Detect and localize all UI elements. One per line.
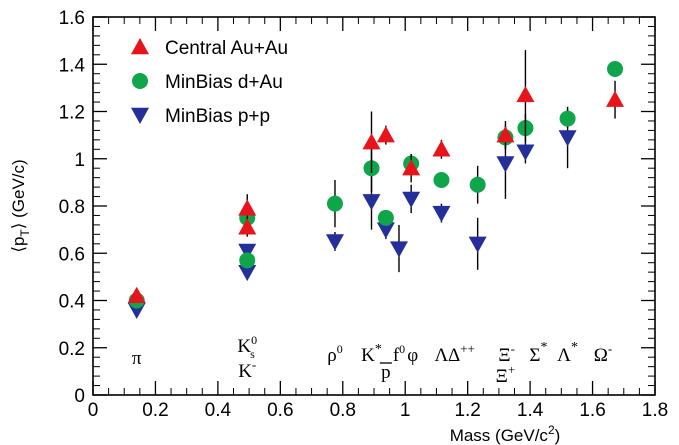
y-tick-label: 1 xyxy=(74,150,85,171)
x-tick-label: 1.4 xyxy=(517,400,544,421)
particle-label-phi: φ xyxy=(407,345,418,366)
particle-label-omega: Ω- xyxy=(594,341,612,366)
x-tick-label: 1.2 xyxy=(454,400,480,421)
point-minbias-d-au xyxy=(560,111,576,127)
particle-label-pi: π xyxy=(132,348,142,369)
x-tick-label: 1.6 xyxy=(579,400,605,421)
y-tick-label: 0.6 xyxy=(59,244,85,265)
axes: 0 0.2 0.4 0.6 0.8 1 1.2 1.4 1.6 1.8 0 0.2 0.4 0.6 0.8 1… xyxy=(9,8,668,445)
point-minbias-p-p xyxy=(559,130,577,146)
particle-label-kstar: K* xyxy=(361,342,382,366)
point-central-au-au xyxy=(432,140,450,156)
particle-label-kminus: K- xyxy=(238,357,256,382)
y-tick-label: 0.4 xyxy=(59,292,86,313)
point-central-au-au xyxy=(606,91,624,107)
y-tick-label: 1.4 xyxy=(59,55,86,76)
point-central-au-au xyxy=(377,126,395,142)
legend-label-minbias-d-au: MinBias d+Au xyxy=(165,72,283,93)
point-minbias-p-p xyxy=(496,156,514,172)
point-central-au-au xyxy=(516,86,534,102)
point-minbias-p-p xyxy=(326,234,344,250)
particle-labels: πK0 sK-ρ0 K*pf0 φ Λ Δ++ Ξ-Ξ+Σ* Λ* Ω- xyxy=(132,333,612,387)
y-tick-label: 0 xyxy=(74,386,85,407)
legend: Central Au+Au MinBias d+Au MinBias p+p xyxy=(131,38,288,127)
point-minbias-d-au xyxy=(470,177,486,193)
legend-marker-minbias-d-au xyxy=(132,73,148,89)
particle-label-rho0: ρ0 xyxy=(327,342,342,366)
particle-label-pbar: p xyxy=(381,362,391,383)
point-minbias-d-au xyxy=(239,252,255,268)
point-minbias-d-au xyxy=(433,172,449,188)
point-minbias-p-p xyxy=(402,192,420,208)
x-tick-label: 1 xyxy=(400,400,411,421)
point-minbias-d-au xyxy=(378,210,394,226)
x-tick-label: 0.6 xyxy=(267,400,293,421)
y-axis-title: ⟨pT⟩ (GeV/c) xyxy=(9,159,32,252)
particle-label-lambda-star: Λ* xyxy=(557,340,578,366)
particle-label-sigma-star: Σ* xyxy=(529,340,547,366)
legend-marker-central-au-au xyxy=(131,38,149,54)
particle-label-delta: Δ++ xyxy=(448,341,475,366)
point-minbias-p-p xyxy=(516,144,534,160)
point-minbias-p-p xyxy=(469,237,487,253)
x-tick-label: 0 xyxy=(88,400,99,421)
y-tick-label: 0.2 xyxy=(59,339,85,360)
particle-label-xi-plus: Ξ+ xyxy=(496,362,516,387)
point-central-au-au xyxy=(128,287,146,303)
x-tick-label: 0.4 xyxy=(205,400,232,421)
legend-label-minbias-p-p: MinBias p+p xyxy=(165,106,270,127)
y-tick-label: 1.6 xyxy=(59,8,85,29)
point-minbias-d-au xyxy=(607,61,623,77)
legend-marker-minbias-p-p xyxy=(131,108,149,124)
x-tick-label: 0.8 xyxy=(330,400,356,421)
x-tick-label: 0.2 xyxy=(142,400,168,421)
x-axis-title: Mass (GeV/c2) xyxy=(450,423,561,445)
legend-label-central-au-au: Central Au+Au xyxy=(165,38,288,59)
x-tick-label: 1.8 xyxy=(642,400,668,421)
point-minbias-p-p xyxy=(363,194,381,210)
point-minbias-d-au xyxy=(327,196,343,212)
point-central-au-au xyxy=(238,199,256,215)
particle-label-lambda: Λ xyxy=(435,345,449,366)
y-tick-label: 1.2 xyxy=(59,103,85,124)
point-minbias-p-p xyxy=(432,206,450,222)
y-tick-label: 0.8 xyxy=(59,197,85,218)
particle-label-f0: f0 xyxy=(393,342,405,366)
point-minbias-p-p xyxy=(390,241,408,257)
